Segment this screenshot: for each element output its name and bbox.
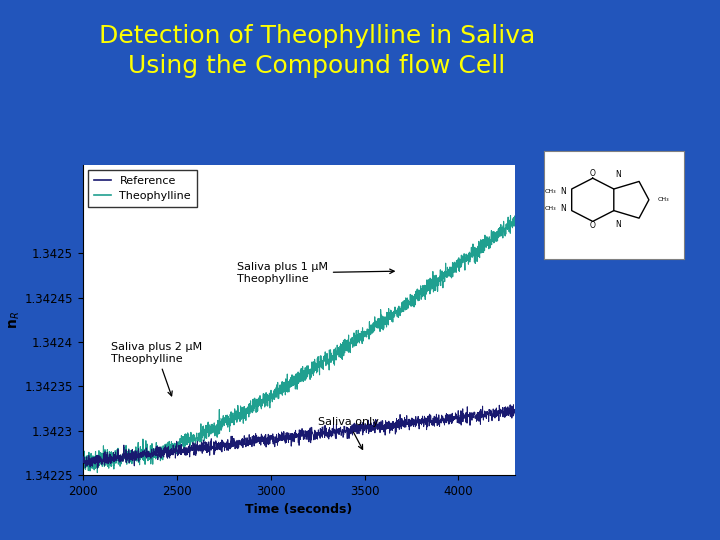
Text: Saliva plus 1 μM
Theophylline: Saliva plus 1 μM Theophylline: [237, 262, 394, 284]
Text: CH₃: CH₃: [545, 188, 557, 194]
Legend: Reference, Theophylline: Reference, Theophylline: [89, 170, 197, 207]
Text: CH₃: CH₃: [657, 197, 669, 202]
Text: N: N: [560, 187, 566, 195]
X-axis label: Time (seconds): Time (seconds): [246, 503, 352, 516]
Text: N: N: [615, 171, 621, 179]
Text: Saliva plus 2 μM
Theophylline: Saliva plus 2 μM Theophylline: [111, 342, 202, 396]
Text: N: N: [615, 220, 621, 229]
Text: Detection of Theophylline in Saliva
Using the Compound flow Cell: Detection of Theophylline in Saliva Usin…: [99, 24, 535, 78]
Text: N: N: [560, 204, 566, 213]
Text: O: O: [590, 221, 595, 230]
Y-axis label: n$_R$: n$_R$: [7, 311, 22, 329]
Text: Saliva only: Saliva only: [318, 417, 379, 449]
Text: CH₃: CH₃: [545, 206, 557, 211]
Text: O: O: [590, 170, 595, 178]
